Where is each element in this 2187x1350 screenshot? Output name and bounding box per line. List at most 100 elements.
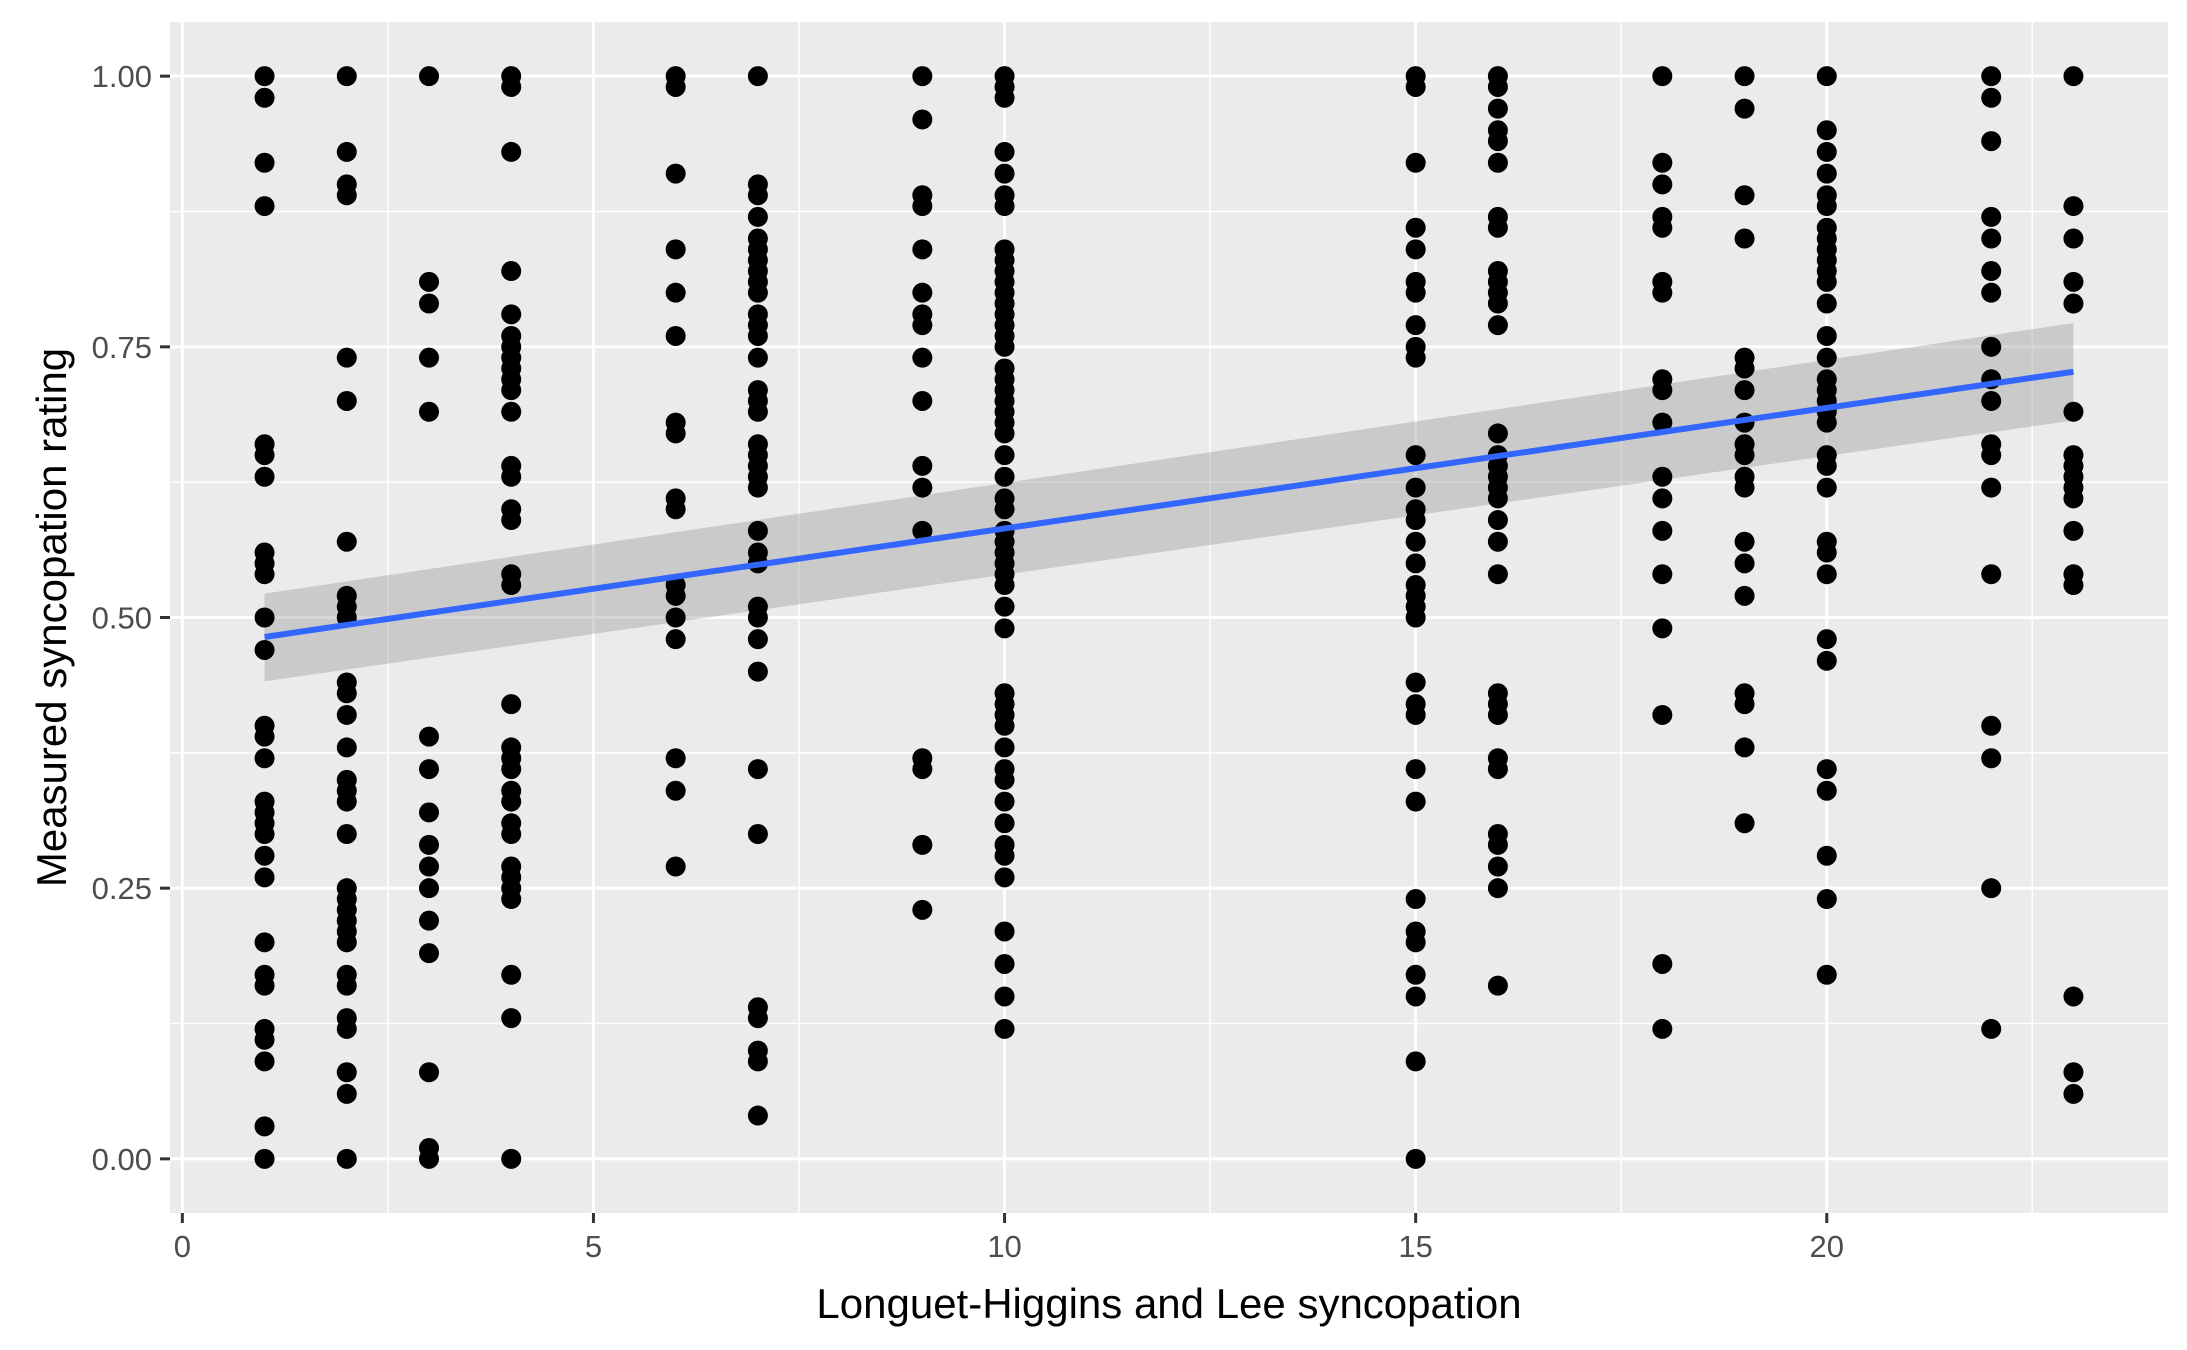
data-point (1405, 607, 1426, 628)
data-point (665, 856, 686, 877)
data-point (1487, 856, 1508, 877)
data-point (336, 390, 357, 411)
y-tick-label: 0.25 (92, 871, 152, 906)
data-point (1405, 510, 1426, 531)
data-point (665, 629, 686, 650)
data-point (336, 1148, 357, 1169)
data-point (912, 455, 933, 476)
data-point (254, 1116, 275, 1137)
data-point (501, 466, 522, 487)
data-point (1405, 315, 1426, 336)
data-point (994, 845, 1015, 866)
data-point (419, 943, 439, 964)
data-point (1734, 445, 1755, 466)
data-point (1487, 531, 1508, 552)
data-point (994, 596, 1015, 617)
data-point (747, 282, 768, 303)
data-point (501, 261, 522, 282)
data-point (1981, 390, 2002, 411)
data-point (419, 401, 439, 422)
data-point (1734, 813, 1755, 834)
data-point (1816, 293, 1837, 314)
data-point (912, 899, 933, 920)
data-point (501, 1148, 522, 1169)
data-point (747, 824, 768, 845)
data-point (994, 499, 1015, 520)
data-point (1816, 347, 1837, 368)
data-point (1816, 650, 1837, 671)
data-point (1487, 759, 1508, 780)
data-point (994, 921, 1015, 942)
data-point (994, 423, 1015, 444)
data-point (336, 531, 357, 552)
data-point (1734, 185, 1755, 206)
data-point (2063, 401, 2084, 422)
data-point (994, 163, 1015, 184)
data-point (1652, 564, 1673, 585)
data-point (1816, 564, 1837, 585)
data-point (501, 791, 522, 812)
data-point (1816, 889, 1837, 910)
data-point (1405, 986, 1426, 1007)
data-point (1816, 325, 1837, 346)
data-point (254, 1029, 275, 1050)
data-point (1652, 1018, 1673, 1039)
data-point (254, 867, 275, 888)
data-point (1405, 531, 1426, 552)
data-point (1405, 1051, 1426, 1072)
data-point (1405, 704, 1426, 725)
data-point (1405, 932, 1426, 953)
data-point (336, 1018, 357, 1039)
data-point (1981, 66, 2002, 87)
regression-line (264, 368, 2074, 640)
data-point (747, 759, 768, 780)
data-point (1816, 412, 1837, 433)
data-point (1734, 380, 1755, 401)
data-point (2063, 1083, 2084, 1104)
data-point (254, 607, 275, 628)
x-tick-label: 0 (174, 1229, 191, 1264)
data-point (419, 726, 439, 747)
data-point (1487, 878, 1508, 899)
x-tick-label: 20 (1810, 1229, 1844, 1264)
data-point (747, 1105, 768, 1126)
data-point (1734, 737, 1755, 758)
data-point (1981, 564, 2002, 585)
data-point (501, 694, 522, 715)
data-point (501, 141, 522, 162)
data-point (254, 932, 275, 953)
data-point (1487, 975, 1508, 996)
data-point (747, 607, 768, 628)
fit-line-layer (264, 368, 2074, 640)
data-point (1405, 239, 1426, 260)
data-point (1816, 196, 1837, 217)
data-point (419, 293, 439, 314)
data-point (1734, 98, 1755, 119)
data-point (1487, 834, 1508, 855)
data-point (1487, 293, 1508, 314)
data-point (1981, 1018, 2002, 1039)
data-point (1816, 163, 1837, 184)
data-point (254, 726, 275, 747)
x-tick-label: 15 (1398, 1229, 1432, 1264)
data-point (1981, 282, 2002, 303)
data-point (419, 271, 439, 292)
data-point (1981, 477, 2002, 498)
data-point (1405, 1148, 1426, 1169)
data-point (665, 76, 686, 97)
data-point (665, 499, 686, 520)
data-point (1405, 445, 1426, 466)
data-point (336, 824, 357, 845)
data-point (912, 347, 933, 368)
data-point (336, 975, 357, 996)
data-point (994, 813, 1015, 834)
data-point (1734, 358, 1755, 379)
data-point (747, 66, 768, 87)
data-point (1487, 76, 1508, 97)
data-point (1981, 445, 2002, 466)
data-point (419, 856, 439, 877)
data-point (336, 1083, 357, 1104)
data-point (1734, 228, 1755, 249)
data-point (501, 964, 522, 985)
data-point (2063, 575, 2084, 596)
